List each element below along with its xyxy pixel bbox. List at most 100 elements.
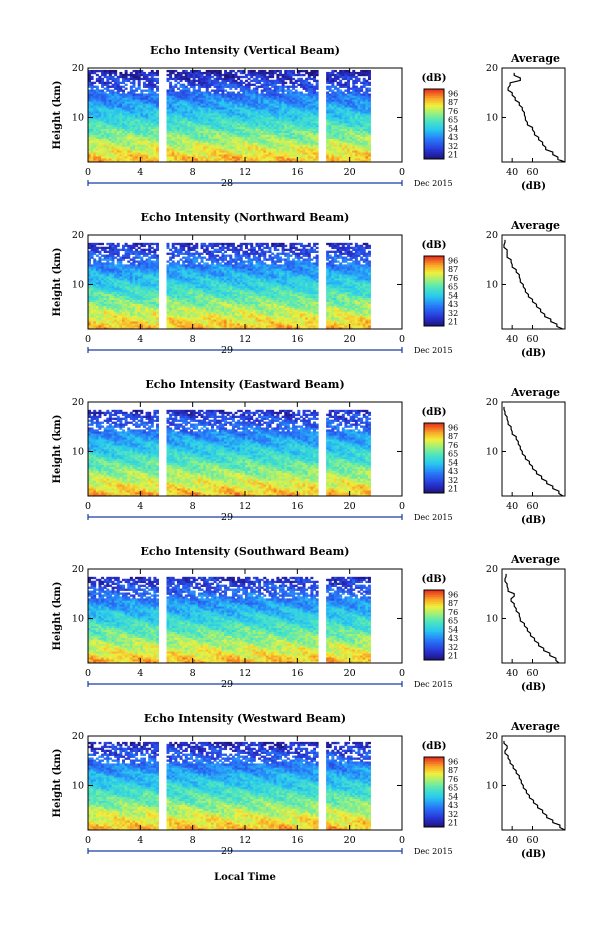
heatmap-cell (206, 70, 209, 72)
colorbar: 9687766554433221 (424, 89, 458, 160)
heatmap-cell (303, 70, 306, 72)
heatmap-cell (344, 82, 347, 84)
heatmap-cell (240, 80, 243, 82)
heatmap-cell (300, 74, 303, 76)
heatmap-cell (237, 92, 240, 94)
heatmap-cell (360, 86, 363, 88)
colorbar-tick-label: 43 (448, 133, 458, 142)
heatmap-cell (289, 90, 292, 92)
heatmap-cell (300, 78, 303, 80)
heatmap-cell (232, 70, 235, 72)
heatmap-cell (185, 70, 188, 72)
heatmap-cell (237, 82, 240, 84)
heatmap-cell (177, 92, 180, 94)
heatmap-cell (151, 70, 154, 72)
heatmap-cell (211, 76, 214, 78)
heatmap-cell (274, 80, 277, 82)
heatmap-cell (112, 84, 115, 86)
heatmap-cell (114, 78, 117, 80)
heatmap-cell (310, 70, 313, 72)
heatmap-cell (250, 70, 253, 72)
heatmap-cell (104, 92, 107, 94)
heatmap-cell (284, 90, 287, 92)
heatmap-cell (245, 74, 248, 76)
heatmap-cell (355, 86, 358, 88)
heatmap-cell (303, 93, 306, 95)
heatmap-cell (148, 72, 151, 74)
heatmap-cell (219, 82, 222, 84)
heatmap-cell (180, 90, 183, 92)
heatmap-cell (355, 72, 358, 74)
heatmap-cell (227, 84, 230, 86)
heatmap-cell (258, 70, 261, 72)
heatmap-cell (122, 86, 125, 88)
heatmap-cell (219, 93, 222, 95)
heatmap-cell (271, 70, 274, 72)
heatmap-cell (208, 92, 211, 94)
heatmap-cell (358, 88, 361, 90)
heatmap-cell (156, 78, 159, 80)
heatmap-cell (368, 88, 371, 90)
heatmap-cell (224, 93, 227, 95)
heatmap-cell (101, 78, 104, 80)
heatmap-cell (352, 70, 355, 72)
heatmap-cell (130, 82, 133, 84)
heatmap-cell (135, 70, 138, 72)
x-tick-label: 4 (137, 167, 143, 178)
panel-title: Echo Intensity (Vertical Beam) (150, 44, 340, 57)
heatmap-cell (266, 72, 269, 74)
heatmap-cell (258, 86, 261, 88)
heatmap (88, 243, 371, 330)
heatmap-cell (143, 72, 146, 74)
heatmap-cell (122, 74, 125, 76)
heatmap-cell (279, 78, 282, 80)
heatmap-cell (303, 74, 306, 76)
heatmap-cell (365, 88, 368, 90)
heatmap-cell (214, 90, 217, 92)
heatmap-cell (146, 90, 149, 92)
heatmap-cell (143, 90, 146, 92)
heatmap-cell (331, 78, 334, 80)
heatmap-cell (326, 86, 329, 88)
heatmap-cell (229, 70, 232, 72)
heatmap-cell (240, 70, 243, 72)
heatmap-cell (287, 70, 290, 72)
heatmap-cell (250, 90, 253, 92)
heatmap-cell (174, 84, 177, 86)
heatmap-cell (363, 70, 366, 72)
heatmap-cell (331, 90, 334, 92)
heatmap-cell (132, 74, 135, 76)
heatmap-cell (279, 86, 282, 88)
heatmap-cell (117, 76, 120, 78)
heatmap-cell (211, 70, 214, 72)
heatmap-cell (287, 86, 290, 88)
heatmap-cell (235, 93, 238, 95)
average-title: Average (510, 52, 560, 65)
heatmap-cell (334, 92, 337, 94)
heatmap-cell (255, 86, 258, 88)
heatmap-cell (295, 80, 298, 82)
heatmap-cell (211, 90, 214, 92)
heatmap-cell (261, 70, 264, 72)
heatmap-cell (101, 70, 104, 72)
heatmap-cell (279, 70, 282, 72)
heatmap-cell (106, 93, 109, 95)
heatmap-cell (297, 92, 300, 94)
heatmap-cell (93, 90, 96, 92)
colorbar-tick-label: 65 (448, 116, 458, 125)
heatmap-cell (98, 76, 101, 78)
heatmap-cell (143, 82, 146, 84)
heatmap-cell (292, 70, 295, 72)
colorbar-tick-label: 32 (448, 142, 458, 151)
heatmap-cell (96, 78, 99, 80)
heatmap-cell (248, 78, 251, 80)
heatmap-cell (237, 76, 240, 78)
heatmap-cell (167, 78, 170, 80)
heatmap-cell (266, 76, 269, 78)
heatmap-cell (109, 86, 112, 88)
heatmap-cell (172, 78, 175, 80)
heatmap-cell (125, 88, 128, 90)
heatmap (88, 70, 371, 162)
heatmap-cell (334, 86, 337, 88)
heatmap-cell (156, 86, 159, 88)
